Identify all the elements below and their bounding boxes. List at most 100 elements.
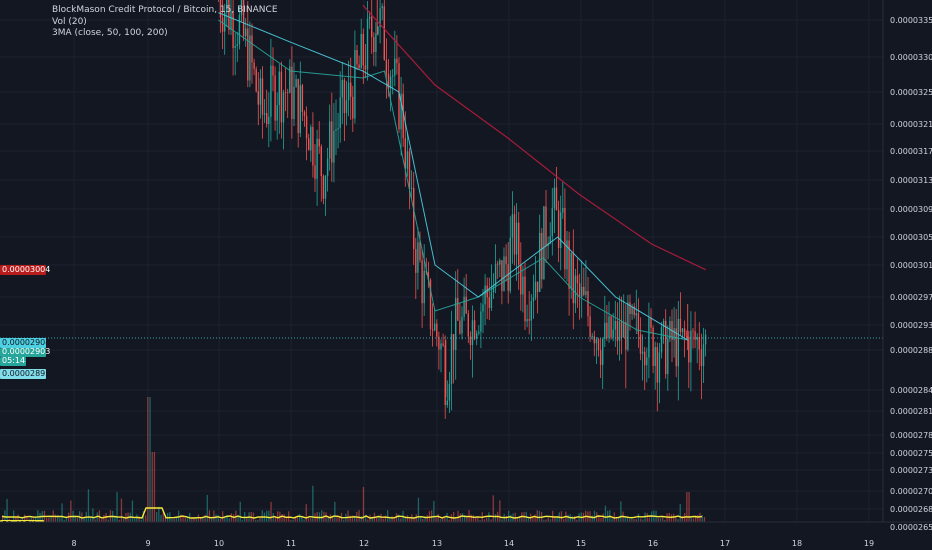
volume-bar [618,518,620,522]
volume-bar [459,513,461,522]
volume-bar [50,516,52,522]
volume-bar [532,517,534,522]
volume-bar [640,518,642,522]
volume-bar [538,510,541,522]
volume-bar [424,516,426,522]
volume-bar [321,510,323,522]
volume-bar [290,519,292,522]
volume-bar [534,514,536,522]
candle-body [494,263,497,287]
volume-bar [120,498,123,522]
volume-bar [39,512,41,522]
candle-body [377,26,379,34]
y-tick-label: 0.00002681 [890,505,932,514]
volume-bar [598,515,600,522]
candle-body [654,347,656,366]
x-tick-label: 11 [286,539,296,548]
x-tick-label: 10 [214,539,224,548]
candle-body [297,79,299,134]
candle-body [358,64,360,69]
candle-body [461,316,463,334]
volume-bar [171,518,173,522]
candle-body [293,86,295,120]
candle-body [352,96,354,119]
volume-bar [472,515,475,522]
candle-body [316,138,318,179]
x-tick-label: 15 [576,539,586,548]
candle-body [303,112,306,116]
volume-bar [679,504,681,522]
volume-bar [455,518,457,522]
candle-body [408,151,411,189]
volume-bar [492,495,494,522]
candle-body [291,66,293,120]
volume-bar [351,515,354,522]
candle-body [417,242,419,273]
candle-body [343,79,346,114]
svg-text:0.00003004: 0.00003004 [2,265,50,274]
volume-bar [453,511,455,522]
volume-bar [391,516,393,522]
candle-body [270,65,272,117]
volume-bar [475,517,477,522]
volume-bar [536,510,538,522]
volume-bar [277,511,279,522]
candle-body [410,188,413,189]
volume-bar [37,510,39,522]
candle-body [326,158,329,176]
candle-body [406,151,409,169]
candle-body [375,33,377,52]
candle-body [415,248,417,273]
volume-bar [24,514,26,522]
candle-body [310,126,312,151]
volume-bar [547,517,549,522]
volume-bar [158,506,160,522]
candle-body [499,260,501,265]
candle-body [226,0,228,13]
volume-bar [202,518,204,522]
candle-body [553,187,556,209]
chart-title: BlockMason Credit Protocol / Bitcoin, 15… [52,5,278,15]
candle-body [564,207,566,270]
volume-bar [545,519,547,522]
volume-bar [338,517,340,522]
volume-bar [164,514,167,522]
candle-body [688,336,690,363]
volume-ma-line [1,507,703,519]
volume-bar [637,513,640,522]
candle-body [522,276,524,295]
volume-bar [241,519,244,522]
candle-body [583,286,585,295]
candle-body [423,270,425,304]
volume-bar [444,517,446,522]
volume-bar [431,510,433,522]
candle-body [526,319,528,322]
volume-bar [74,516,76,522]
candle-body [465,296,467,314]
volume-bar [626,517,629,522]
volume-bar [204,514,206,522]
candle-body [602,338,604,365]
left-badge-ma100: 0.00002895 [0,369,50,379]
candle-body [507,264,509,291]
candle-body [289,66,291,93]
volume-bar [400,518,402,522]
volume-bar [554,517,556,522]
candle-body [236,44,238,47]
candle-body [488,297,490,309]
volume-bar [703,517,706,522]
candle-body [509,237,511,291]
x-tick-label: 18 [792,539,802,548]
candle-body [610,316,612,338]
candle-body [224,12,226,32]
candle-body [383,6,385,60]
volume-bar [296,515,299,522]
volume-bar [670,514,673,522]
candle-body [389,76,392,89]
volume-bar [510,514,512,522]
volume-bar [571,516,574,522]
